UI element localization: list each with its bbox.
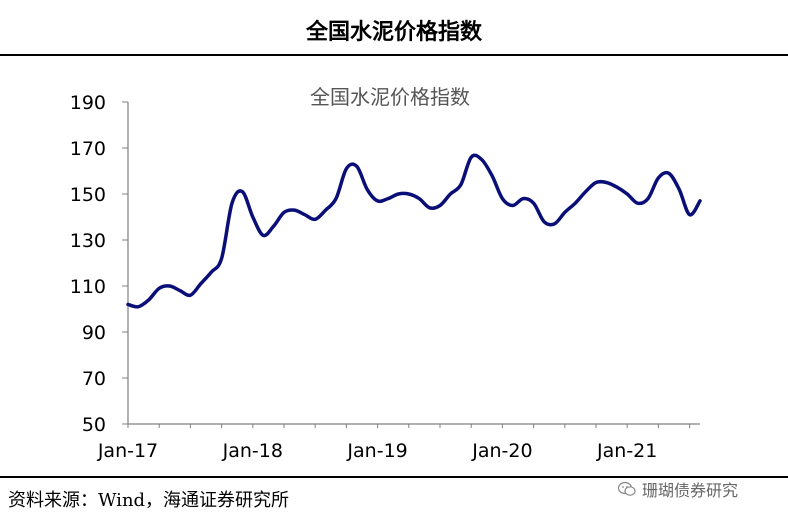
wechat-icon	[618, 481, 636, 496]
x-tick-label: Jan-21	[596, 440, 657, 462]
footer-divider	[0, 476, 788, 478]
x-tick-label: Jan-18	[222, 440, 283, 462]
watermark: 珊瑚债券研究	[618, 478, 738, 500]
y-tick-label: 170	[70, 138, 106, 160]
chart-title: 全国水泥价格指数	[310, 85, 470, 109]
cement-price-chart: 全国水泥价格指数 50 70 90 110 130 150 170 190 Jan-17 Jan-…	[70, 85, 702, 462]
y-tick-label: 190	[70, 92, 106, 114]
page-title: 全国水泥价格指数	[305, 19, 482, 45]
series-line-0	[126, 153, 702, 309]
x-tick-label: Jan-20	[471, 440, 532, 462]
y-tick-label: 110	[70, 276, 106, 298]
header-divider	[0, 54, 788, 56]
y-tick-label: 150	[70, 184, 106, 206]
series-lines	[126, 153, 702, 309]
source-note: 资料来源：Wind，海通证券研究所	[8, 490, 290, 511]
y-tick-label: 130	[70, 230, 106, 252]
x-tick-label: Jan-19	[346, 440, 407, 462]
axes: 50 70 90 110 130 150 170 190 Jan-17 Jan-18 Jan-19 J…	[70, 92, 700, 462]
y-tick-label: 50	[82, 414, 106, 436]
watermark-text: 珊瑚债券研究	[642, 481, 739, 500]
y-tick-label: 90	[82, 322, 106, 344]
y-tick-label: 70	[82, 368, 106, 390]
x-tick-label: Jan-17	[97, 440, 158, 462]
